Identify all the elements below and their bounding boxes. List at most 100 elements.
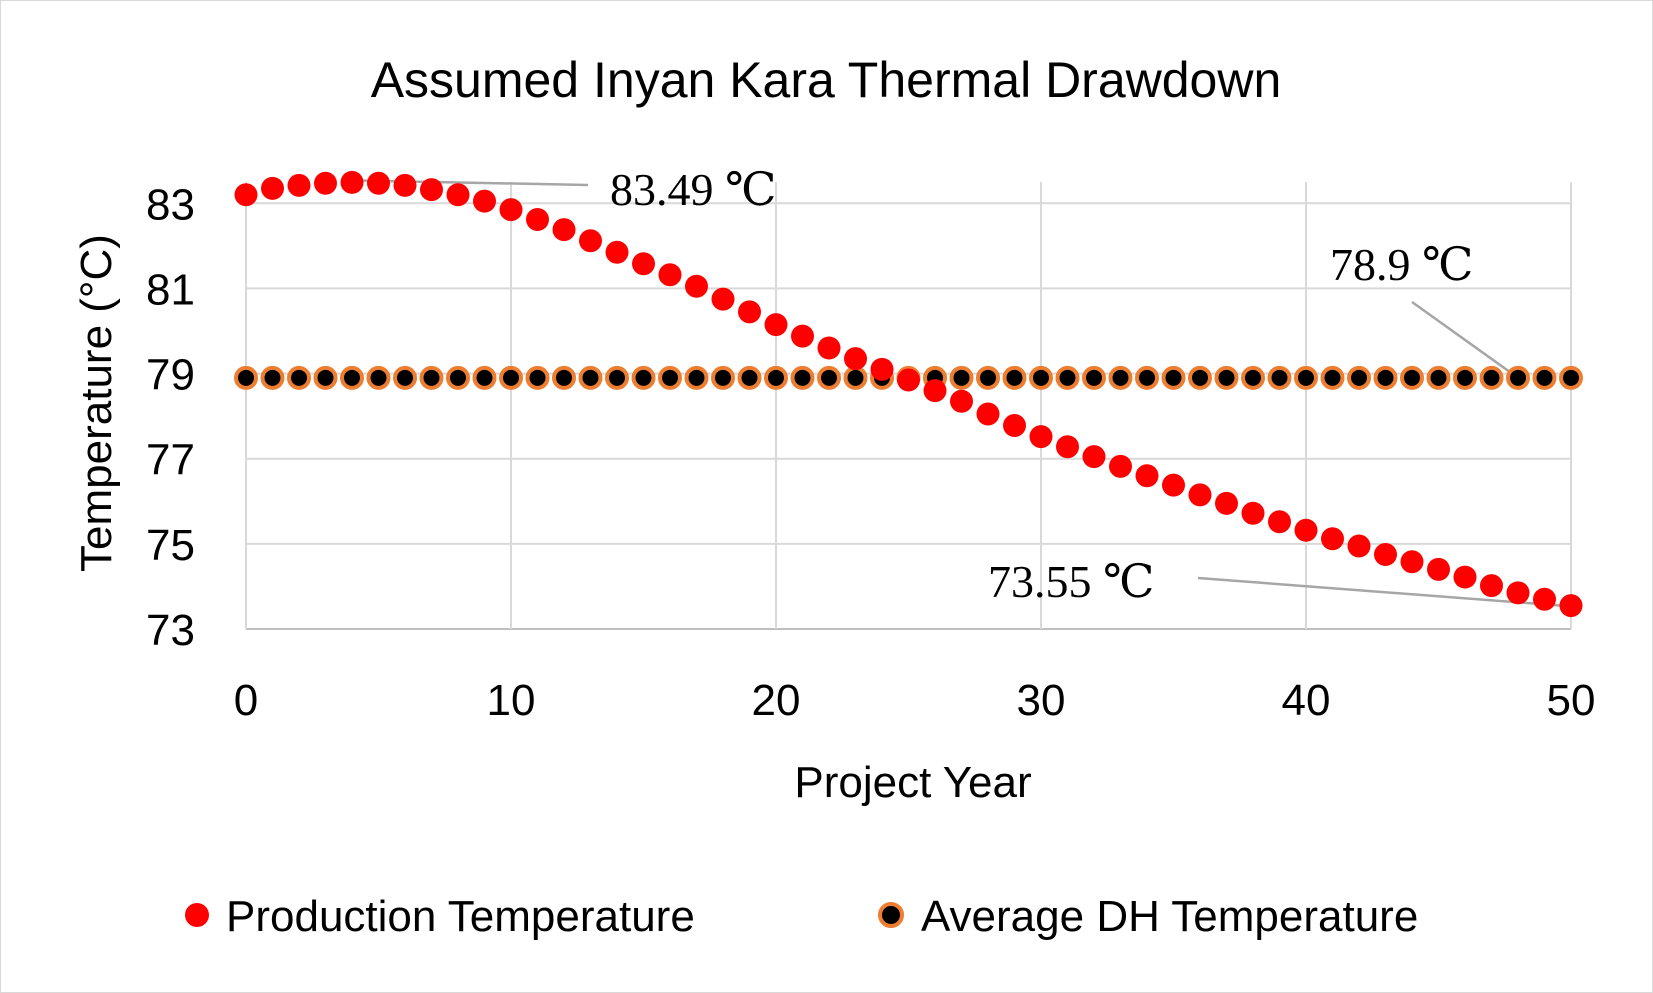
production-point xyxy=(1162,473,1185,497)
average-dh-point xyxy=(313,365,338,390)
chart-title: Assumed Inyan Kara Thermal Drawdown xyxy=(371,52,1282,108)
average-dh-point xyxy=(1347,365,1371,390)
average-dh-point xyxy=(1082,365,1106,390)
y-tick-label-81: 81 xyxy=(146,265,195,314)
production-point xyxy=(314,171,337,195)
production-point xyxy=(976,402,1000,426)
average-dh-point xyxy=(1267,365,1292,390)
series-average-dh-temperature xyxy=(234,365,1583,390)
y-tick-label-73: 73 xyxy=(146,606,195,655)
average-dh-point xyxy=(1506,365,1530,390)
production-point xyxy=(1003,414,1026,438)
production-point xyxy=(1029,425,1053,449)
gridlines xyxy=(245,182,1572,630)
average-dh-point xyxy=(658,365,682,390)
average-dh-point xyxy=(1373,365,1398,390)
production-point xyxy=(499,198,523,222)
production-point xyxy=(605,240,629,264)
production-point xyxy=(1427,557,1450,581)
legend-label-production: Production Temperature xyxy=(226,892,695,941)
production-point xyxy=(1374,543,1397,566)
y-tick-label-83: 83 xyxy=(146,180,195,229)
production-point xyxy=(446,183,470,207)
average-dh-point xyxy=(949,365,974,390)
legend-marker-production xyxy=(185,903,209,927)
production-point xyxy=(261,176,284,200)
leader-line-max-production xyxy=(353,179,589,187)
production-point xyxy=(1188,483,1212,507)
production-point xyxy=(897,368,920,392)
y-tick-label-79: 79 xyxy=(146,351,195,400)
production-point xyxy=(1268,510,1291,534)
legend: Production Temperature Average DH Temper… xyxy=(185,892,1418,941)
production-point xyxy=(1533,587,1556,611)
average-dh-point xyxy=(1188,365,1212,390)
production-point xyxy=(1480,574,1503,598)
production-point xyxy=(870,357,894,381)
average-dh-point xyxy=(843,365,868,390)
average-dh-point xyxy=(366,365,391,390)
average-dh-point xyxy=(260,365,285,390)
production-point xyxy=(234,183,258,207)
production-point xyxy=(1453,565,1477,589)
average-dh-point xyxy=(737,365,762,390)
average-dh-point xyxy=(1241,365,1265,390)
average-dh-point xyxy=(499,365,523,390)
production-point xyxy=(367,171,390,195)
production-point xyxy=(1559,594,1583,618)
leader-line-average-dh xyxy=(1411,300,1519,379)
average-dh-point xyxy=(790,365,815,390)
average-dh-point xyxy=(393,365,417,390)
production-point xyxy=(1400,550,1424,574)
average-dh-point xyxy=(1426,365,1451,390)
x-tick-label-0: 0 xyxy=(234,676,258,725)
y-axis-label: Temperature (°C) xyxy=(72,234,121,572)
average-dh-point xyxy=(234,365,258,390)
average-dh-point xyxy=(287,365,311,390)
average-dh-point xyxy=(684,365,709,390)
production-point xyxy=(1321,527,1344,551)
production-point xyxy=(526,207,549,231)
average-dh-point xyxy=(1532,365,1557,390)
production-point xyxy=(1241,501,1265,525)
production-point xyxy=(844,347,867,371)
average-dh-point xyxy=(976,365,1000,390)
average-dh-point xyxy=(1161,365,1186,390)
average-dh-point xyxy=(711,365,735,390)
average-dh-point xyxy=(1400,365,1424,390)
production-point xyxy=(393,173,417,197)
x-tick-label-30: 30 xyxy=(1017,676,1066,725)
x-tick-labels: 0 10 20 30 40 50 xyxy=(234,676,1596,725)
average-dh-point xyxy=(1559,365,1583,390)
average-dh-point xyxy=(1108,365,1133,390)
production-point xyxy=(764,313,788,337)
production-point xyxy=(1109,454,1132,478)
production-point xyxy=(579,229,602,253)
legend-marker-average-dh xyxy=(878,902,904,928)
leader-line-final-production xyxy=(1197,576,1562,607)
average-dh-point xyxy=(446,365,470,390)
production-point xyxy=(1082,445,1106,469)
x-axis-label: Project Year xyxy=(794,758,1031,807)
average-dh-point xyxy=(1135,365,1159,390)
average-dh-point xyxy=(525,365,550,390)
y-tick-label-77: 77 xyxy=(146,436,195,485)
production-point xyxy=(1506,581,1530,605)
production-point xyxy=(473,189,496,213)
production-point xyxy=(791,324,814,348)
annotation-final-production: 73.55 ℃ xyxy=(988,556,1154,607)
x-tick-label-20: 20 xyxy=(752,676,801,725)
annotation-leader-lines xyxy=(353,179,1562,607)
production-point xyxy=(738,300,761,324)
average-dh-point xyxy=(605,365,629,390)
x-tick-label-40: 40 xyxy=(1282,676,1331,725)
average-dh-point xyxy=(1453,365,1477,390)
production-point xyxy=(685,274,708,298)
annotation-average-dh: 78.9 ℃ xyxy=(1330,239,1473,290)
average-dh-point xyxy=(1214,365,1239,390)
production-point xyxy=(1294,518,1318,542)
production-point xyxy=(1347,534,1371,558)
average-dh-point xyxy=(764,365,788,390)
